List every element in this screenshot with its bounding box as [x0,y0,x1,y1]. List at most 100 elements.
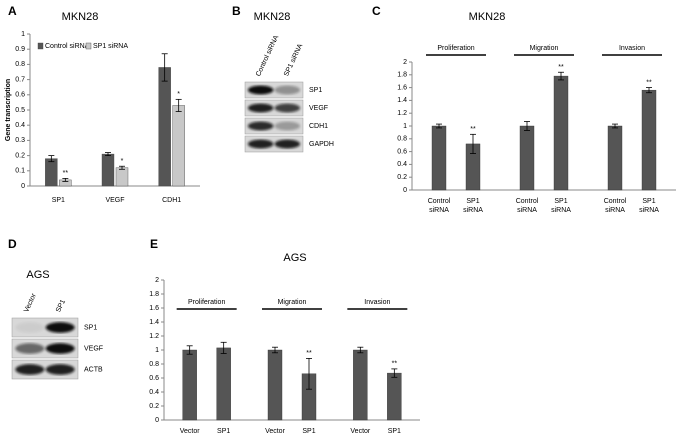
group-label: Proliferation [188,299,225,306]
error-bar [119,165,125,170]
bar [216,347,231,421]
y-tick-label: 1.2 [149,333,159,340]
bar [158,67,171,187]
group-label: Proliferation [437,45,474,52]
error-bar [306,357,312,390]
error-bar [357,346,364,354]
x-tick-label: SP1 siRNA [463,198,483,214]
significance: ** [392,361,398,368]
bar [172,105,185,187]
legend-label: SP1 siRNA [93,43,128,50]
blot-band [45,343,75,354]
y-tick-label: 1.6 [397,84,407,91]
error-bar [220,341,227,354]
protein-label: CDH1 [309,123,328,130]
y-tick-label: 0.6 [15,92,25,99]
significance: * [121,158,124,165]
blot-band [247,103,274,113]
x-tick-label: SP1 siRNA [639,198,659,214]
bar [607,125,623,191]
x-tick-label: SP1 siRNA [551,198,571,214]
y-tick-label: 1.4 [149,319,159,326]
bar [519,125,535,191]
bar [267,349,283,421]
x-tick-label: SP1 [52,197,65,204]
y-tick-label: 2 [155,277,159,284]
blot-band [247,139,274,149]
error-bar [391,368,398,378]
group-label: Migration [278,299,307,306]
panel-letter: D [8,237,17,251]
chart-title: MKN28 [62,11,99,23]
error-bar [48,155,55,163]
y-tick-label: 0.8 [397,136,407,143]
blot-band [274,103,301,113]
significance: ** [306,350,312,357]
y-tick-label: 0.7 [15,76,25,83]
y-tick-label: 0.2 [397,174,407,181]
x-tick-label: SP1 [302,428,315,435]
blot-band [247,85,274,95]
bar [353,349,368,421]
protein-label: GAPDH [309,141,334,148]
y-tick-label: 0 [155,417,159,424]
bar [553,75,569,191]
y-tick-label: 0.6 [397,148,407,155]
x-tick-label: SP1 [388,428,401,435]
y-tick-label: 0.2 [15,152,25,159]
blot-band [45,322,75,333]
legend-swatch [37,42,44,50]
y-tick-label: 1.6 [149,305,159,312]
significance: ** [63,170,69,177]
blot-band [15,364,45,375]
blot-band [274,121,301,131]
bar [101,153,115,187]
error-bar [62,177,69,182]
panel-letter: B [232,4,241,18]
blot-band [45,364,75,375]
error-bar [646,87,652,94]
y-tick-label: 0 [21,183,25,190]
blot-band [15,343,45,354]
y-tick-label: 0.8 [149,361,159,368]
panel-letter: E [150,237,158,251]
error-bar [186,345,193,355]
y-axis-label: Gene transcription [5,79,12,141]
y-tick-label: 2 [403,59,407,66]
y-tick-label: 0.5 [15,107,25,114]
x-tick-label: Vector [265,428,286,435]
group-label: Migration [530,45,559,52]
y-tick-label: 1.2 [397,110,407,117]
protein-label: SP1 [84,324,97,331]
error-bar [558,71,564,81]
y-tick-label: 0.3 [15,137,25,144]
y-tick-label: 0.4 [149,389,159,396]
y-tick-label: 1 [21,31,25,38]
significance: ** [470,126,476,133]
panel-letter: C [372,4,381,18]
protein-label: VEGF [309,105,328,112]
y-tick-label: 0.9 [15,46,25,53]
y-tick-label: 1 [155,347,159,354]
protein-label: VEGF [84,345,103,352]
blot-title: MKN28 [254,11,291,23]
protein-label: SP1 [309,87,322,94]
lane-label: SP1 siRNA [283,43,304,78]
y-tick-label: 0.2 [149,403,159,410]
chart-title: AGS [283,252,306,264]
error-bar [612,123,618,129]
y-tick-label: 0 [403,187,407,194]
bar [641,89,657,191]
significance: * [177,91,180,98]
significance: ** [646,79,652,86]
legend-swatch [85,42,92,50]
y-tick-label: 0.8 [15,61,25,68]
blot-band [274,85,301,95]
x-tick-label: Control siRNA [516,198,539,214]
y-tick-label: 1.8 [149,291,159,298]
x-tick-label: CDH1 [162,197,181,204]
error-bar [470,133,476,154]
bar [115,167,129,187]
error-bar [161,53,168,82]
